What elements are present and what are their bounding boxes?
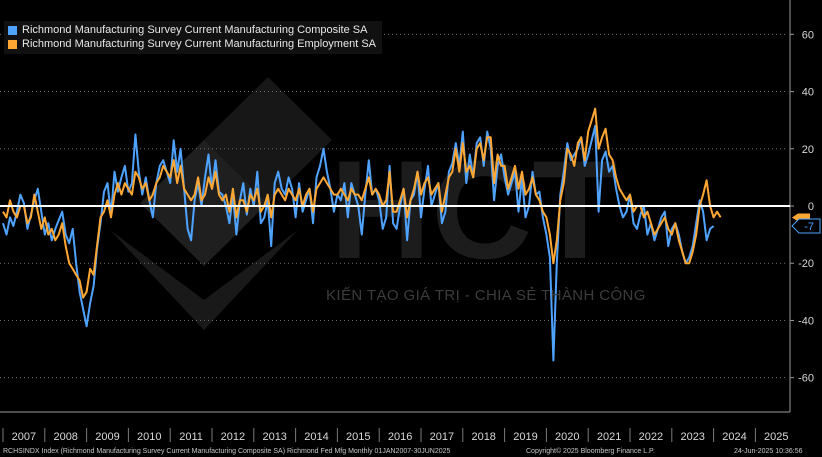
series-line-employment	[2, 107, 722, 299]
x-tick-label: 2014	[304, 431, 328, 443]
chart-footer: RCHSINDX Index (Richmond Manufacturing S…	[0, 446, 822, 457]
footer-copyright: Copyright© 2025 Bloomberg Finance L.P.	[526, 448, 655, 455]
x-tick-label: 2011	[179, 431, 203, 443]
legend-label-composite: Richmond Manufacturing Survey Current Ma…	[22, 24, 368, 36]
x-tick-label: 2007	[12, 431, 36, 443]
y-tick-label: -20	[798, 258, 814, 270]
y-tick-label: 40	[802, 87, 814, 99]
y-tick-label: 20	[802, 144, 814, 156]
legend-entry-composite: Richmond Manufacturing Survey Current Ma…	[8, 23, 376, 37]
x-tick-label: 2021	[597, 431, 621, 443]
x-tick-label: 2016	[388, 431, 412, 443]
legend-swatch-employment	[8, 39, 17, 49]
last-value-label: -7	[804, 221, 814, 233]
watermark-tagline: KIẾN TẠO GIÁ TRỊ - CHIA SẺ THÀNH CÔNG	[326, 287, 646, 304]
x-tick-label: 2025	[764, 431, 788, 443]
x-tick-label: 2008	[53, 431, 77, 443]
footer-timestamp: 24-Jun-2025 10:36:56	[734, 448, 803, 455]
x-tick-label: 2022	[639, 431, 663, 443]
chart-legend: Richmond Manufacturing Survey Current Ma…	[4, 21, 382, 54]
footer-source: RCHSINDX Index (Richmond Manufacturing S…	[3, 448, 451, 455]
x-tick-label: 2020	[555, 431, 579, 443]
y-tick-label: -60	[798, 373, 814, 385]
y-tick-label: 60	[802, 29, 814, 41]
legend-swatch-composite	[8, 25, 17, 35]
watermark-diamond-bottom	[110, 230, 298, 330]
x-tick-label: 2009	[95, 431, 119, 443]
x-tick-label: 2024	[722, 431, 746, 443]
x-tick-label: 2015	[346, 431, 370, 443]
chart-background	[0, 0, 822, 446]
y-tick-label: 0	[808, 201, 814, 213]
x-tick-label: 2018	[471, 431, 495, 443]
watermark-diamond-top	[204, 77, 332, 203]
legend-label-employment: Richmond Manufacturing Survey Current Ma…	[22, 38, 376, 50]
x-tick-label: 2019	[513, 431, 537, 443]
legend-entry-employment: Richmond Manufacturing Survey Current Ma…	[8, 37, 376, 51]
x-tick-label: 2012	[221, 431, 245, 443]
x-tick-label: 2010	[137, 431, 161, 443]
x-tick-label: 2013	[262, 431, 286, 443]
last-value-marker-composite	[791, 218, 821, 234]
y-tick-label: -40	[798, 315, 814, 327]
x-tick-label: 2023	[680, 431, 704, 443]
x-tick-label: 2017	[430, 431, 454, 443]
